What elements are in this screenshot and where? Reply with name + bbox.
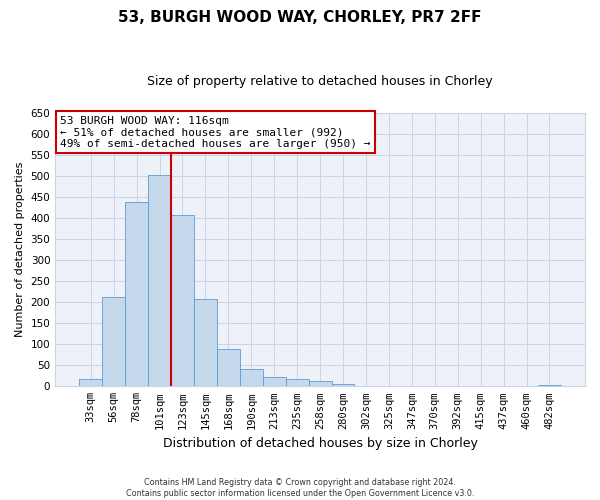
Text: 53, BURGH WOOD WAY, CHORLEY, PR7 2FF: 53, BURGH WOOD WAY, CHORLEY, PR7 2FF	[118, 10, 482, 25]
Text: Contains HM Land Registry data © Crown copyright and database right 2024.
Contai: Contains HM Land Registry data © Crown c…	[126, 478, 474, 498]
Bar	[308, 382, 332, 386]
Bar	[217, 350, 240, 387]
Bar	[171, 214, 194, 386]
Bar	[194, 299, 217, 386]
Bar	[240, 370, 263, 386]
Bar	[148, 174, 171, 386]
Bar	[286, 378, 308, 386]
Y-axis label: Number of detached properties: Number of detached properties	[15, 162, 25, 337]
Bar	[125, 202, 148, 386]
Bar	[79, 378, 102, 386]
Bar	[332, 384, 355, 386]
Bar	[538, 384, 561, 386]
X-axis label: Distribution of detached houses by size in Chorley: Distribution of detached houses by size …	[163, 437, 478, 450]
Bar	[263, 376, 286, 386]
Title: Size of property relative to detached houses in Chorley: Size of property relative to detached ho…	[147, 75, 493, 88]
Text: 53 BURGH WOOD WAY: 116sqm
← 51% of detached houses are smaller (992)
49% of semi: 53 BURGH WOOD WAY: 116sqm ← 51% of detac…	[61, 116, 371, 148]
Bar	[102, 296, 125, 386]
